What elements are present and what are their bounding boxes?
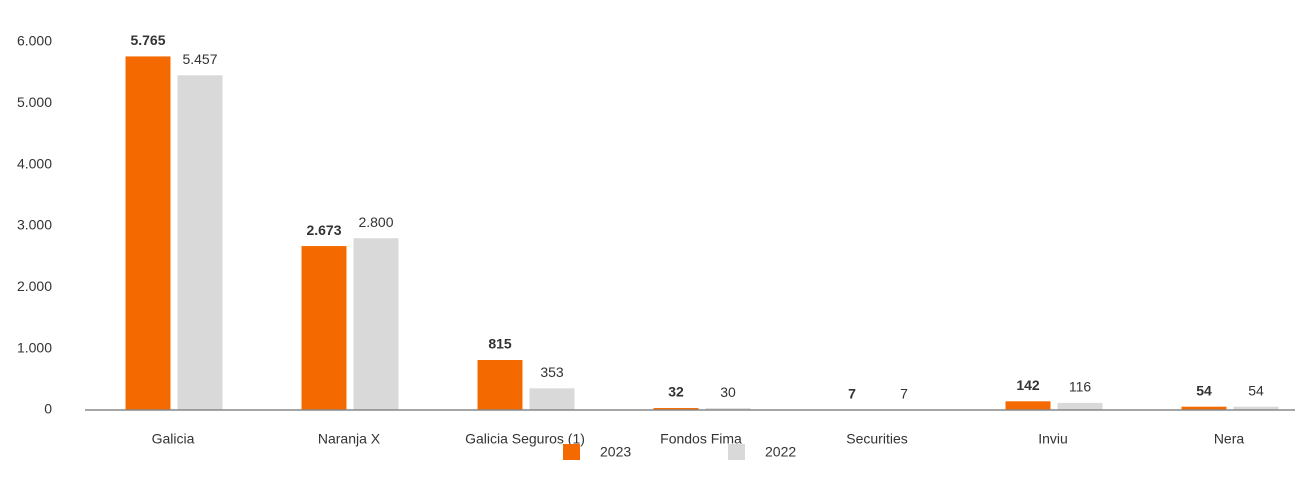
legend-label: 2023 — [600, 444, 631, 460]
value-label: 32 — [668, 384, 684, 400]
value-label: 815 — [488, 336, 512, 352]
x-tick-label: Naranja X — [318, 431, 381, 447]
x-tick-label: Securities — [846, 431, 907, 447]
value-label: 2.673 — [306, 222, 341, 238]
bar — [705, 408, 751, 410]
value-label: 30 — [720, 384, 736, 400]
x-tick-label: Galicia — [152, 431, 195, 447]
x-tick-label: Galicia Seguros (1) — [465, 431, 585, 447]
legend-swatch — [563, 444, 580, 460]
y-tick-label: 3.000 — [17, 217, 52, 233]
y-tick-label: 2.000 — [17, 278, 52, 294]
bar — [1181, 406, 1227, 410]
x-tick-label: Inviu — [1038, 431, 1068, 447]
x-tick-label: Fondos Fima — [660, 431, 742, 447]
bar — [477, 360, 523, 410]
value-label: 5.765 — [130, 32, 165, 48]
value-label: 7 — [900, 385, 908, 401]
bar — [125, 56, 171, 411]
bar — [301, 246, 347, 410]
bar — [1233, 406, 1279, 410]
value-label: 142 — [1016, 377, 1040, 393]
legend-swatch — [728, 444, 745, 460]
value-label: 5.457 — [182, 51, 217, 67]
legend-label: 2022 — [765, 444, 796, 460]
value-label: 54 — [1248, 382, 1264, 398]
value-label: 7 — [848, 385, 856, 401]
value-label: 54 — [1196, 382, 1212, 398]
y-tick-label: 5.000 — [17, 94, 52, 110]
bar — [353, 238, 399, 410]
bar — [177, 75, 223, 410]
y-tick-label: 4.000 — [17, 155, 52, 171]
bar — [1005, 401, 1051, 410]
y-tick-label: 0 — [44, 401, 52, 417]
value-label: 353 — [540, 364, 564, 380]
x-tick-label: Nera — [1214, 431, 1245, 447]
value-label: 116 — [1069, 379, 1092, 395]
bar — [1057, 402, 1103, 410]
bar — [653, 408, 699, 410]
y-tick-label: 6.000 — [17, 33, 52, 49]
y-tick-label: 1.000 — [17, 339, 52, 355]
bar — [529, 388, 575, 410]
value-label: 2.800 — [358, 214, 393, 230]
